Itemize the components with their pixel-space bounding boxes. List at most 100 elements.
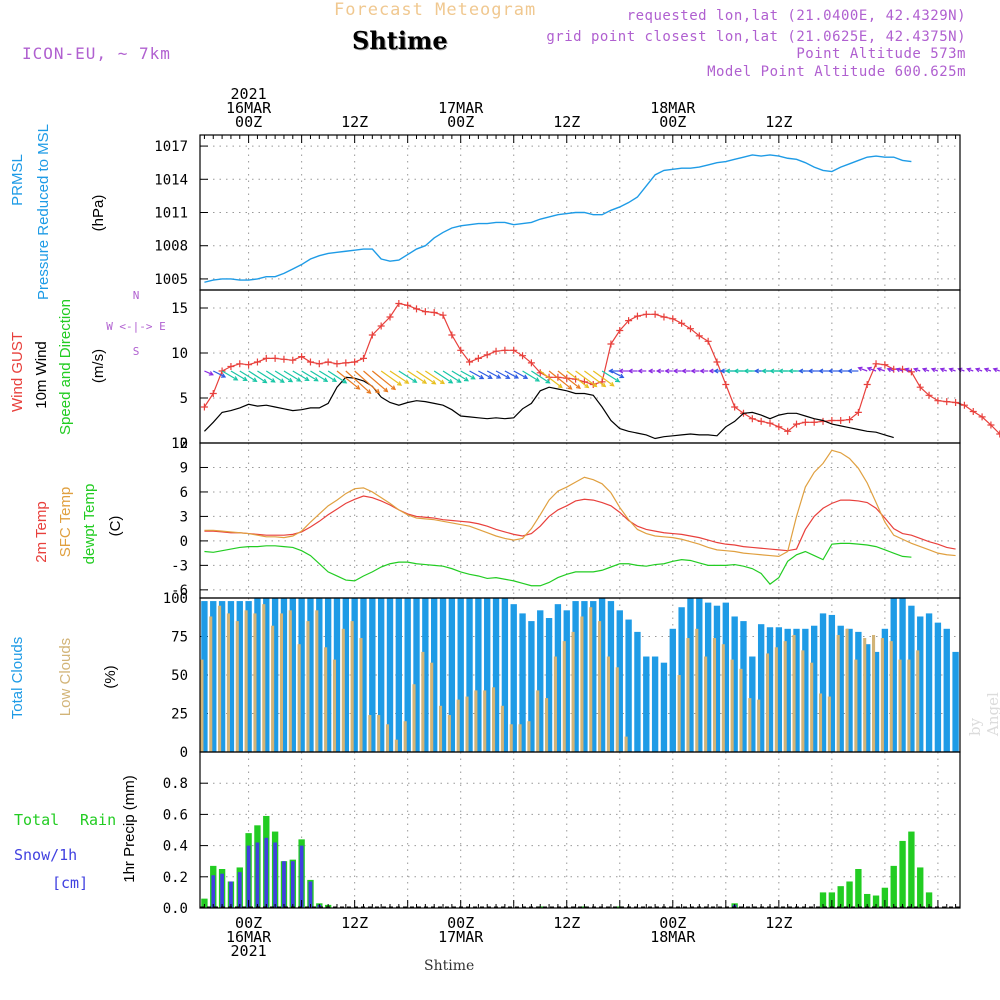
cloud-total-bar	[386, 598, 394, 752]
wind-gust-marker	[271, 354, 279, 362]
wind-gust-marker	[386, 313, 394, 321]
y-tick-label: -6	[171, 583, 188, 599]
cloud-low-bar	[209, 616, 213, 752]
wind-direction-arrow	[618, 368, 629, 374]
wind-arrow-head	[939, 367, 945, 373]
y-tick-label: 1011	[154, 206, 188, 222]
precip-snow-bar	[229, 881, 233, 908]
compass-west-east: W <-|-> E	[106, 320, 166, 333]
wind-arrow-head	[807, 368, 813, 374]
cloud-low-bar	[845, 628, 849, 752]
cloud-total-bar	[634, 631, 641, 752]
cloud-low-bar	[500, 705, 504, 752]
wind-gust-marker	[969, 408, 977, 415]
wind-arrow-head	[545, 379, 551, 384]
wind-direction-arrow	[913, 367, 921, 373]
cloud-total-bar	[537, 610, 544, 752]
wind-arrow-head	[618, 368, 624, 374]
wind-arrow-head	[713, 368, 719, 374]
wind-arrow-head	[242, 376, 248, 382]
wind-direction-arrow	[548, 370, 573, 390]
wind-arrow-head	[513, 374, 520, 379]
cloud-total-bar	[510, 604, 517, 752]
cloud-low-bar	[571, 631, 575, 752]
wind-direction-arrow	[904, 367, 912, 373]
cloud-total-bar	[307, 598, 314, 752]
cloud-total-bar	[316, 598, 323, 752]
wind-gust-marker	[669, 315, 677, 323]
wind-gust-marker	[404, 301, 412, 309]
wind-gust-marker	[315, 360, 323, 368]
cloud-low-bar	[545, 698, 549, 752]
wind-arrow-shaft	[575, 370, 597, 387]
cloud-low-bar	[385, 724, 390, 752]
precip-snow-bar	[255, 842, 260, 908]
cloud-low-bar	[492, 687, 496, 752]
cloud-low-bar	[863, 638, 867, 752]
wind-direction-arrow	[672, 368, 682, 374]
cloud-total-bar	[802, 628, 809, 752]
cloud-low-bar	[606, 656, 610, 752]
wind-arrow-head	[904, 367, 910, 373]
wind-direction-arrow	[495, 370, 511, 379]
cloud-total-bar	[245, 601, 252, 752]
wind-label-10m: 10m Wind	[33, 341, 50, 409]
cloud-total-bar	[899, 598, 906, 752]
wind-arrow-shaft	[504, 370, 519, 379]
wind-gust-marker	[695, 332, 703, 340]
cloud-total-bar	[669, 628, 676, 752]
cloud-total-bar	[722, 602, 729, 752]
y-tick-label: 0	[180, 745, 188, 761]
precip-snow-bar	[282, 861, 286, 908]
cloud-low-bar	[907, 659, 911, 752]
wind-arrow-head	[672, 368, 678, 374]
wind-direction-arrow	[265, 370, 285, 383]
wind-direction-arrow	[371, 370, 397, 391]
wind-gust-marker	[492, 347, 500, 355]
cloud-low-bar	[792, 634, 796, 752]
wind-direction-arrow	[886, 367, 894, 373]
wind-arrow-head	[930, 367, 936, 373]
wind-arrow-head	[296, 377, 302, 382]
wind-arrow-head	[448, 379, 454, 384]
wind-arrow-head	[913, 367, 919, 373]
wind-direction-arrow	[966, 367, 974, 373]
precip-rain-bar	[864, 893, 871, 908]
cloud-low-bar	[854, 659, 858, 752]
cloud-total-bar	[492, 598, 500, 752]
precip-label-rain: Rain	[80, 811, 116, 829]
wind-gust-marker	[907, 368, 915, 376]
cloud-low-bar	[704, 656, 708, 752]
cloud-total-bar	[793, 628, 800, 752]
wind-arrow-shaft	[486, 370, 501, 379]
precip-label-unit: 1hr Precip (mm)	[121, 775, 138, 883]
wind-gust-marker	[510, 346, 518, 354]
wind-gust-marker	[298, 353, 306, 361]
cloud-total-bar	[837, 625, 844, 752]
wind-gust-marker	[757, 417, 765, 425]
y-tick-label: 0.0	[163, 901, 188, 917]
y-tick-label: 12	[171, 436, 188, 452]
cloud-low-bar	[765, 653, 770, 752]
wind-direction-arrow	[655, 368, 664, 374]
cloud-total-bar	[572, 601, 579, 752]
wind-direction-arrow	[601, 370, 621, 383]
point-altitude: Point Altitude 573m	[796, 46, 966, 62]
wind-arrow-head	[313, 376, 319, 382]
cloud-total-bar	[625, 619, 632, 752]
wind-arrow-head	[557, 383, 563, 389]
cloud-low-bar	[412, 684, 416, 752]
wind-gust-marker	[395, 300, 403, 307]
y-tick-label: 1014	[154, 172, 188, 188]
wind-arrow-head	[681, 368, 687, 374]
cloud-total-bar	[484, 598, 491, 752]
cloud-low-bar	[465, 696, 469, 752]
time-axis-label: 16MAR	[226, 928, 272, 946]
wind-direction-arrow	[592, 370, 615, 387]
wind-10m-line	[203, 376, 894, 440]
cloud-total-bar	[545, 618, 553, 752]
y-tick-label: 0.2	[163, 870, 188, 886]
wind-direction-arrow	[566, 370, 590, 389]
wind-gust-marker	[775, 423, 783, 431]
wind-direction-arrow	[857, 366, 868, 372]
